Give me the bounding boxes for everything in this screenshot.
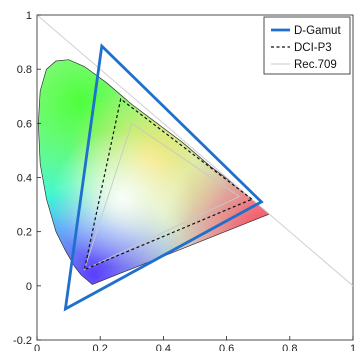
- legend: D-Gamut DCI-P3 Rec.709: [263, 16, 351, 75]
- y-tick-label: 1: [26, 10, 32, 22]
- spectral-locus-outline: [37, 59, 270, 285]
- gamut-triangle-dci-p3: [83, 97, 254, 271]
- y-tick-label: 0.8: [17, 64, 32, 76]
- x-axis-ticks: 0 0.2 0.4 0.6 0.8 1: [34, 336, 356, 351]
- x-tick-label: 0.4: [156, 343, 171, 351]
- legend-label-d-gamut: D-Gamut: [294, 25, 341, 37]
- x-tick-label: 1: [350, 343, 356, 351]
- reference-diagonal-line: [37, 15, 353, 287]
- y-tick-label: 0.6: [17, 118, 32, 130]
- x-tick-label: 0.2: [93, 343, 108, 351]
- legend-label-rec709: Rec.709: [294, 59, 337, 71]
- x-tick-label: 0.8: [282, 343, 297, 351]
- y-axis-ticks: -0.2 0 0.2 0.4 0.6 0.8 1: [13, 10, 41, 347]
- x-tick-label: 0.6: [219, 343, 234, 351]
- gamut-triangle-rec-709: [83, 122, 241, 271]
- legend-label-dci-p3: DCI-P3: [294, 42, 332, 54]
- gamut-triangles: [63, 43, 264, 312]
- gamut-triangle-d-gamut: [63, 43, 264, 312]
- y-tick-label: 0.4: [17, 173, 32, 185]
- y-tick-label: 0.2: [17, 227, 32, 239]
- legend-box: [263, 16, 351, 75]
- y-tick-label: -0.2: [13, 335, 32, 347]
- y-tick-label: 0: [26, 281, 32, 293]
- x-tick-label: 0: [34, 343, 40, 351]
